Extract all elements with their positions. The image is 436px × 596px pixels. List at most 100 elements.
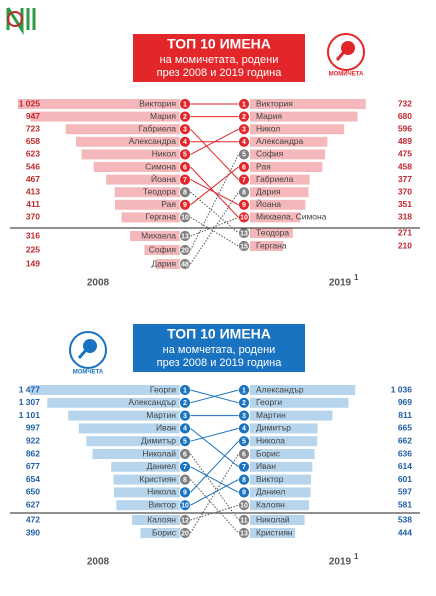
name-label: Теодора xyxy=(143,186,176,196)
name-label: Виктор xyxy=(256,474,284,484)
name-label: Борис xyxy=(152,527,177,537)
bar xyxy=(250,474,312,485)
value-label: 390 xyxy=(26,527,40,537)
name-label: Теодора xyxy=(256,227,289,237)
name-label: Гергана xyxy=(256,240,287,250)
year-label: 2019 xyxy=(329,278,352,289)
bar xyxy=(113,487,180,498)
chart-title: ТОП 10 ИМЕНА xyxy=(167,326,271,342)
value-label: 489 xyxy=(398,136,412,146)
rank-link xyxy=(190,179,239,206)
rank-link xyxy=(190,453,239,534)
name-label: Кристиян xyxy=(256,527,293,537)
value-label: 654 xyxy=(26,474,40,484)
rank-label: 4 xyxy=(183,426,187,433)
name-label: Димитър xyxy=(141,435,176,445)
name-label: Дария xyxy=(151,258,176,268)
rank-label: 2 xyxy=(242,114,246,121)
name-label: Николай xyxy=(256,514,290,524)
rank-label: 8 xyxy=(242,190,246,197)
bar xyxy=(250,174,310,185)
title-box xyxy=(133,34,305,82)
rank-label: 8 xyxy=(242,477,246,484)
rank-link xyxy=(190,428,239,468)
rank-badge xyxy=(238,240,250,252)
value-label: 658 xyxy=(26,136,40,146)
bar xyxy=(76,136,180,147)
value-label: 1 101 xyxy=(19,410,41,420)
rank-link xyxy=(190,191,239,234)
rank-label: 2 xyxy=(183,114,187,121)
value-label: 597 xyxy=(398,487,412,497)
rank-link xyxy=(190,154,239,251)
rank-label: 10 xyxy=(181,503,189,510)
value-label: 1 025 xyxy=(19,98,41,108)
value-label: 627 xyxy=(26,499,40,509)
rank-badge xyxy=(238,148,250,161)
rank-label: 4 xyxy=(242,426,246,433)
chart-subtitle: на момчетата, родени xyxy=(163,344,276,356)
rank-label: 13 xyxy=(240,530,248,537)
bar xyxy=(250,136,328,147)
name-label: Георги xyxy=(256,397,282,407)
rank-label: 1 xyxy=(183,387,187,394)
name-label: Мария xyxy=(256,111,282,121)
bar xyxy=(47,397,180,408)
name-label: Мария xyxy=(150,111,176,121)
chart-subtitle: през 2008 и 2019 година xyxy=(157,357,283,369)
bar xyxy=(250,149,326,160)
rank-label: 1 xyxy=(183,101,187,108)
name-label: Иван xyxy=(156,423,176,433)
rank-label: 6 xyxy=(183,164,187,171)
name-label: Александра xyxy=(256,136,304,146)
rank-link xyxy=(190,479,239,534)
bar xyxy=(111,461,180,472)
rank-label: 2 xyxy=(242,400,246,407)
value-label: 475 xyxy=(398,149,412,159)
rank-label: 8 xyxy=(183,190,187,197)
year-label: 2008 xyxy=(87,557,110,568)
bar xyxy=(250,99,366,109)
chart-subtitle: на момичетата, родени xyxy=(160,54,279,66)
value-label: 596 xyxy=(398,123,412,133)
bar xyxy=(250,500,310,511)
bar xyxy=(78,423,180,434)
value-label: 467 xyxy=(26,174,40,184)
rank-label: 9 xyxy=(183,490,187,497)
bar xyxy=(250,449,315,459)
name-label: Михаела, Симона xyxy=(256,212,327,222)
bar xyxy=(30,111,180,122)
rank-label: 12 xyxy=(181,517,189,524)
bar xyxy=(130,231,180,241)
bar xyxy=(250,487,311,498)
value-label: 1 307 xyxy=(19,397,41,407)
value-label: 370 xyxy=(26,212,40,222)
value-label: 623 xyxy=(26,149,40,159)
name-label: Габриела xyxy=(139,123,177,133)
name-label: Йоана xyxy=(256,198,281,209)
name-label: Никола xyxy=(256,435,285,445)
rank-label: 2 xyxy=(183,400,187,407)
rank-label: 48 xyxy=(181,261,189,268)
value-label: 458 xyxy=(398,161,412,171)
rank-label: 10 xyxy=(240,215,248,222)
value-label: 316 xyxy=(26,230,40,240)
value-label: 665 xyxy=(398,423,412,433)
value-label: 210 xyxy=(398,240,412,250)
value-label: 225 xyxy=(26,244,40,254)
bar xyxy=(140,528,180,538)
icon-label: МОМЧЕТА xyxy=(73,370,104,376)
bar xyxy=(65,124,180,135)
rank-label: 5 xyxy=(242,439,246,446)
value-label: 149 xyxy=(26,258,40,268)
rank-label: 7 xyxy=(242,464,246,471)
bar xyxy=(106,174,180,185)
rank-label: 4 xyxy=(242,139,246,146)
name-label: Калоян xyxy=(256,499,285,509)
rank-label: 1 xyxy=(242,387,246,394)
rank-link xyxy=(190,216,239,247)
rank-label: 1 xyxy=(242,101,246,108)
value-label: 546 xyxy=(26,161,40,171)
name-label: Александра xyxy=(129,136,177,146)
